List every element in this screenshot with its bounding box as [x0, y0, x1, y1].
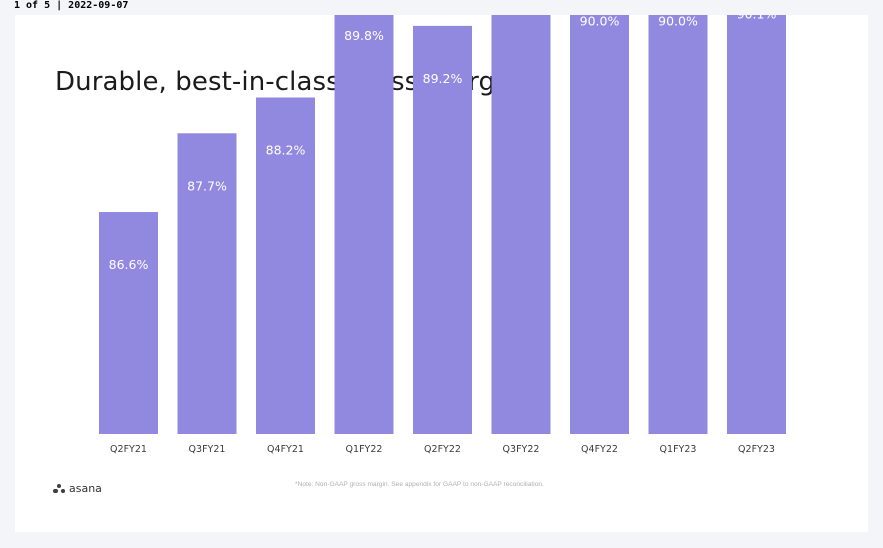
data-label-Q1FY22: 89.8%: [344, 28, 384, 43]
x-tick-Q2FY23: Q2FY23: [738, 444, 775, 455]
slide: Durable, best-in-class gross margins* 86…: [15, 15, 868, 532]
bar-Q2FY23: [727, 15, 786, 434]
data-label-Q2FY22: 89.2%: [423, 71, 463, 86]
bar-Q3FY22: [491, 15, 551, 435]
x-tick-Q3FY21: Q3FY21: [189, 444, 226, 455]
bar-Q3FY21: [177, 133, 237, 434]
asana-logo: asana: [53, 482, 102, 495]
x-tick-Q2FY21: Q2FY21: [110, 444, 147, 455]
x-tick-Q3FY22: Q3FY22: [503, 444, 540, 455]
bar-Q4FY21: [256, 97, 315, 434]
x-tick-Q4FY21: Q4FY21: [267, 444, 304, 455]
page-info: 1 of 5 | 2022-09-07: [14, 0, 129, 11]
bar-Q4FY22: [570, 15, 629, 434]
x-tick-Q1FY23: Q1FY23: [660, 444, 697, 455]
data-label-Q3FY21: 87.7%: [187, 178, 227, 193]
data-label-Q4FY22: 90.0%: [580, 15, 620, 29]
x-tick-Q4FY22: Q4FY22: [581, 444, 618, 455]
data-label-Q1FY23: 90.0%: [658, 15, 698, 29]
bar-Q2FY21: [99, 212, 158, 434]
data-label-Q2FY21: 86.6%: [109, 257, 149, 272]
x-tick-Q1FY22: Q1FY22: [346, 444, 383, 455]
x-tick-Q2FY22: Q2FY22: [424, 444, 461, 455]
bar-Q2FY22: [413, 25, 472, 434]
logo-text: asana: [69, 482, 102, 495]
data-label-Q2FY23: 90.1%: [737, 15, 777, 21]
data-label-Q4FY21: 88.2%: [266, 142, 306, 157]
bar-Q1FY23: [648, 15, 708, 434]
asana-logo-icon: [53, 483, 65, 494]
footnote: *Note: Non-GAAP gross margin. See append…: [295, 481, 544, 488]
bar-chart: 86.6% Q2FY21 87.7% Q3FY21 88.2% Q4FY21 89.8% Q1…: [99, 15, 786, 455]
bar-Q1FY22: [334, 15, 394, 434]
